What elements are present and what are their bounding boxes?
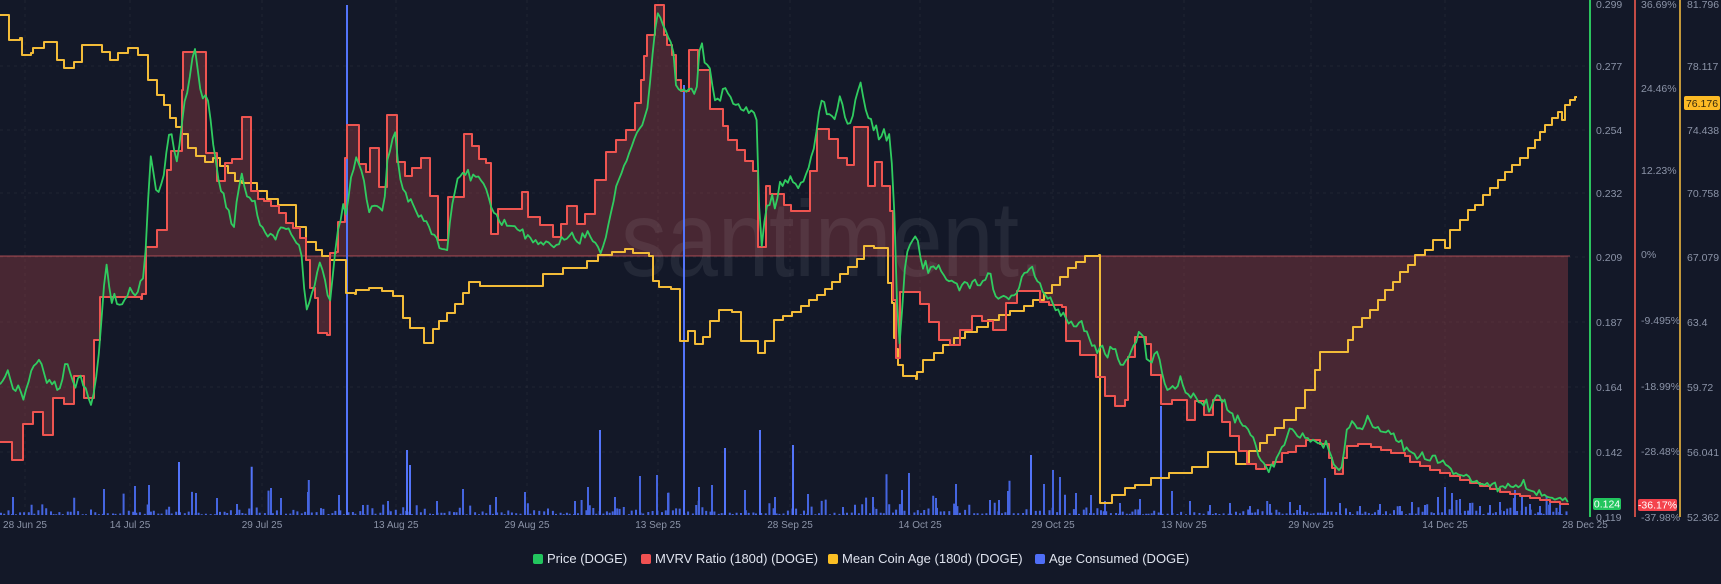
svg-text:13 Aug 25: 13 Aug 25 <box>373 520 418 531</box>
svg-text:28 Dec 25: 28 Dec 25 <box>1562 520 1608 531</box>
svg-text:0.124: 0.124 <box>1594 499 1620 511</box>
svg-text:29 Jul 25: 29 Jul 25 <box>242 520 283 531</box>
svg-text:14 Oct 25: 14 Oct 25 <box>898 520 942 531</box>
svg-text:Age Consumed (DOGE): Age Consumed (DOGE) <box>1049 551 1189 566</box>
svg-text:76.176: 76.176 <box>1686 98 1718 110</box>
svg-text:0.187: 0.187 <box>1596 317 1622 329</box>
svg-text:74.438: 74.438 <box>1687 125 1719 137</box>
svg-text:0.209: 0.209 <box>1596 252 1622 264</box>
svg-text:36.69%: 36.69% <box>1641 0 1677 11</box>
svg-text:0%: 0% <box>1641 249 1656 261</box>
svg-text:29 Aug 25: 29 Aug 25 <box>504 520 549 531</box>
svg-text:14 Dec 25: 14 Dec 25 <box>1422 520 1468 531</box>
svg-text:0.277: 0.277 <box>1596 61 1622 73</box>
svg-text:0.119: 0.119 <box>1596 512 1622 524</box>
svg-text:67.079: 67.079 <box>1687 252 1719 264</box>
svg-text:Price (DOGE): Price (DOGE) <box>547 551 627 566</box>
svg-text:52.362: 52.362 <box>1687 512 1719 524</box>
svg-text:29 Nov 25: 29 Nov 25 <box>1288 520 1334 531</box>
svg-text:81.796: 81.796 <box>1687 0 1719 11</box>
svg-text:0.164: 0.164 <box>1596 382 1622 394</box>
svg-text:-28.48%: -28.48% <box>1641 446 1680 458</box>
svg-text:0.232: 0.232 <box>1596 188 1622 200</box>
svg-text:0.299: 0.299 <box>1596 0 1622 11</box>
svg-text:24.46%: 24.46% <box>1641 83 1677 95</box>
svg-text:29 Oct 25: 29 Oct 25 <box>1031 520 1075 531</box>
svg-text:MVRV Ratio (180d) (DOGE): MVRV Ratio (180d) (DOGE) <box>655 551 818 566</box>
svg-text:28 Sep 25: 28 Sep 25 <box>767 520 813 531</box>
svg-text:70.758: 70.758 <box>1687 188 1719 200</box>
svg-text:14 Jul 25: 14 Jul 25 <box>110 520 151 531</box>
svg-text:-18.99%: -18.99% <box>1641 381 1680 393</box>
svg-text:13 Sep 25: 13 Sep 25 <box>635 520 681 531</box>
svg-text:63.4: 63.4 <box>1687 317 1708 329</box>
svg-text:78.117: 78.117 <box>1687 61 1718 73</box>
svg-text:28 Jun 25: 28 Jun 25 <box>3 520 47 531</box>
svg-text:12.23%: 12.23% <box>1641 165 1677 177</box>
svg-text:Mean Coin Age (180d) (DOGE): Mean Coin Age (180d) (DOGE) <box>842 551 1023 566</box>
svg-text:-37.98%: -37.98% <box>1641 512 1680 524</box>
svg-text:59.72: 59.72 <box>1687 382 1713 394</box>
svg-text:-9.495%: -9.495% <box>1641 315 1680 327</box>
svg-text:13 Nov 25: 13 Nov 25 <box>1161 520 1207 531</box>
svg-text:0.254: 0.254 <box>1596 125 1622 137</box>
svg-text:0.142: 0.142 <box>1596 447 1622 459</box>
svg-text:56.041: 56.041 <box>1687 447 1719 459</box>
svg-text:-36.17%: -36.17% <box>1638 500 1677 512</box>
